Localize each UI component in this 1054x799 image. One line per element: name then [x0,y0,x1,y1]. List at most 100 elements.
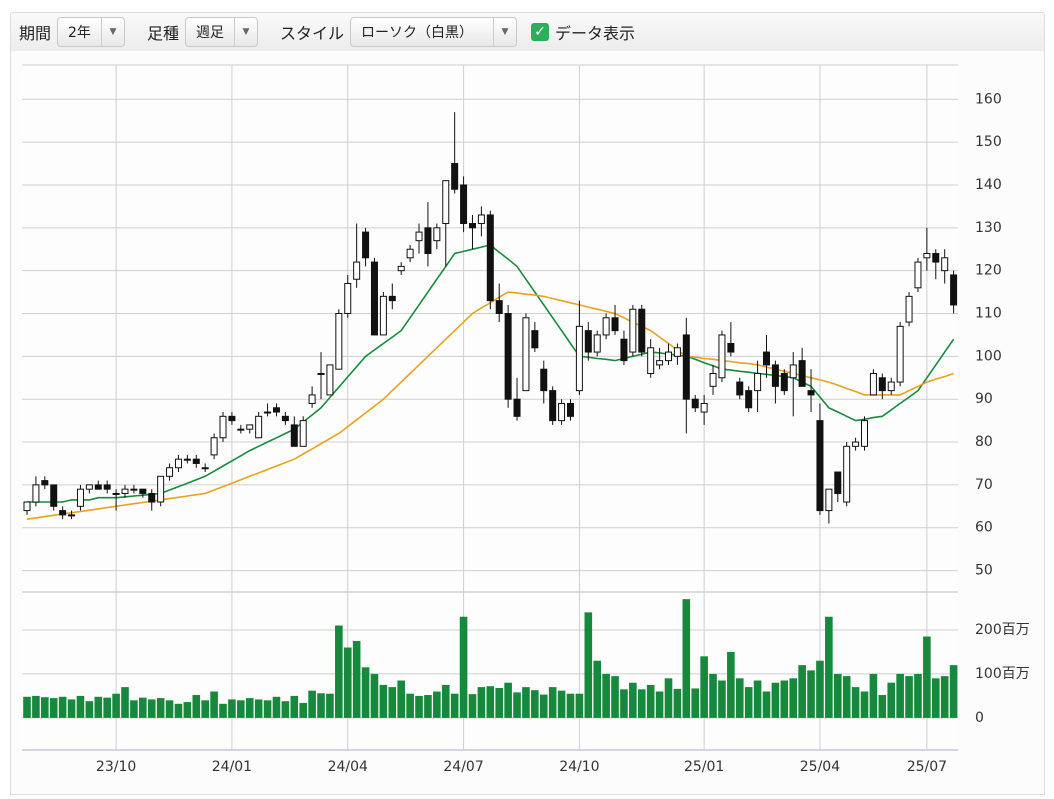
x-tick-label: 24/01 [212,759,252,775]
volume-bar [147,699,156,718]
volume-bar [112,693,120,718]
candle-body [798,360,806,387]
candle-body [112,492,120,495]
x-tick-label: 23/10 [96,759,136,775]
candle-body [825,488,833,512]
candle-body [183,458,191,461]
volume-bar [593,660,602,718]
volume-bar [744,687,753,718]
candle-body [558,402,566,422]
volume-bar [727,651,735,718]
candle-body [736,381,744,396]
volume-bar [584,612,593,718]
volume-bar [664,678,673,718]
candle-body [442,180,450,225]
y-tick-label: 80 [975,434,993,450]
volume-bar [219,703,227,718]
y-tick-label: 150 [975,134,1002,150]
volume-bar [245,698,254,718]
volume-bar [851,687,860,718]
candle-body [308,394,316,404]
candle-body [326,364,334,396]
volume-bar [468,694,477,718]
y-tick-label: 140 [975,177,1002,193]
volume-bar [49,698,58,718]
checkbox[interactable]: ✓ [530,23,549,41]
candle-body [76,488,84,507]
period-value: 2年 [68,25,91,41]
volume-bar [735,678,744,718]
volume-tick-label: 200百万 [975,622,1030,638]
volume-bar [896,673,904,718]
volume-bar [237,700,245,718]
volume-bar [290,695,299,718]
candle-body [370,261,378,336]
volume-bar [450,693,459,718]
candle-body [290,424,298,447]
y-tick-label: 130 [975,220,1002,236]
volume-bar [816,660,824,718]
candle-body [59,510,67,516]
y-tick-label: 100 [975,348,1002,364]
volume-bar [343,647,352,718]
period-label: 期間 [19,24,52,43]
y-tick-label: 110 [975,306,1002,322]
bar-label: 足種 [146,24,179,43]
candle-body [397,265,405,272]
volume-bar [646,684,655,718]
period-dropdown[interactable]: 2年 ▼ [57,17,125,47]
volume-bar [637,689,646,718]
candle-body [700,402,708,413]
candle-body [281,415,289,422]
volume-bar [531,690,539,718]
candle-body [789,364,797,379]
volume-bar [379,684,388,718]
volume-bar [887,682,896,718]
candle-body [834,471,842,494]
style-dropdown[interactable]: ローソク（白黒） ▼ [349,17,517,47]
candle-body [869,372,877,396]
candle-body [522,317,530,392]
bar-dropdown[interactable]: 週足 ▼ [184,17,258,47]
style-value: ローソク（白黒） [360,25,473,41]
volume-bar [629,682,637,718]
volume-bar [388,687,397,718]
candle-body [32,484,40,503]
candle-body [406,248,414,259]
candle-body [950,274,958,306]
candle-body [228,415,236,422]
volume-bar [103,697,111,718]
candle-body [807,390,815,396]
candle-body [353,261,361,280]
x-tick-label: 24/10 [559,759,599,775]
volume-bar [352,640,361,718]
toolbar: 期間 2年 ▼ 足種 週足 ▼ スタイル ローソク（白黒） ▼ ✓ データ表示 [10,12,1045,52]
candle-body [246,424,254,430]
candle-body [50,484,58,507]
volume-bar [254,699,263,718]
candle-body [166,467,174,477]
volume-bar [495,687,504,718]
volume-bar [406,693,414,718]
candle-body [264,411,272,414]
volume-tick-label: 100百万 [975,666,1030,682]
volume-bar [317,693,325,718]
volume-bar [878,695,887,718]
volume-bar [923,636,931,718]
candle-body [362,231,370,259]
x-tick-label: 25/07 [907,759,947,775]
candle-body [504,313,512,400]
candle-body [192,458,200,464]
candle-body [486,214,494,302]
volume-bar [682,599,691,718]
volume-bar [548,687,557,718]
volume-bar [825,616,833,718]
dropdown-arrow: ▼ [100,18,124,46]
candle-body [941,257,949,272]
volume-bar [424,695,432,718]
volume-bar [139,697,147,718]
volume-bar [192,695,201,718]
candle-body [896,325,904,383]
bar-value: 週足 [195,25,224,41]
volume-bar [397,680,406,718]
